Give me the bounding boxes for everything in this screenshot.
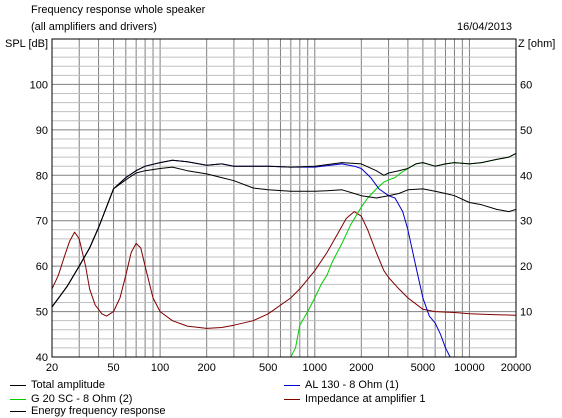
x-tick-label: 10000	[454, 362, 485, 374]
series-layer	[52, 153, 516, 357]
x-tick-label: 20000	[501, 362, 532, 374]
x-tick-label: 2000	[349, 362, 373, 374]
legend-label: G 20 SC - 8 Ohm (2)	[31, 393, 133, 405]
chart-date: 16/04/2013	[457, 21, 513, 33]
chart-subtitle: (all amplifiers and drivers)	[31, 21, 157, 33]
y-tick-label-left: 50	[36, 307, 48, 319]
legend-swatch	[10, 399, 26, 400]
x-tick-label: 500	[259, 362, 277, 374]
y-tick-label-right: 30	[520, 216, 532, 228]
y-tick-label-left: 80	[36, 170, 48, 182]
y-tick-label-right: 10	[520, 307, 532, 319]
x-tick-label: 100	[151, 362, 169, 374]
series-line-energy-frequency-response	[52, 166, 516, 308]
x-tick-label: 50	[107, 362, 119, 374]
chart-title: Frequency response whole speaker	[31, 4, 206, 16]
y-tick-label-left: 90	[36, 125, 48, 137]
y-tick-label-right: 40	[520, 170, 532, 182]
y-tick-label-left: 70	[36, 216, 48, 228]
series-line-impedance-at-amplifier-1	[52, 211, 516, 329]
legend-label: Energy frequency response	[31, 405, 166, 417]
legend-swatch	[284, 385, 300, 386]
y-tick-label-left: 100	[30, 79, 48, 91]
y-tick-label-right: 50	[520, 125, 532, 137]
y-axis-label-left: SPL [dB]	[5, 38, 48, 50]
legend-label: Total amplitude	[31, 379, 105, 391]
y-tick-label-right: 20	[520, 261, 532, 273]
legend-label: AL 130 - 8 Ohm (1)	[305, 379, 399, 391]
x-tick-label: 20	[46, 362, 58, 374]
series-line-total-amplitude	[52, 153, 516, 308]
legend-swatch	[10, 411, 26, 412]
legend-label: Impedance at amplifier 1	[305, 393, 426, 405]
x-tick-label: 200	[197, 362, 215, 374]
y-tick-label-right: 60	[520, 79, 532, 91]
legend-swatch	[10, 385, 26, 386]
y-tick-label-left: 60	[36, 261, 48, 273]
y-tick-label-left: 40	[36, 352, 48, 364]
grid	[52, 39, 516, 357]
y-axis-label-right: Z [ohm]	[518, 38, 555, 50]
tick-labels: 20 50 100 200 500 1000 2000 5000 10000 20000 40 50 6…	[30, 79, 533, 374]
legend-swatch	[284, 399, 300, 400]
plot-frame	[51, 38, 517, 358]
x-tick-label: 1000	[303, 362, 327, 374]
x-tick-label: 5000	[411, 362, 435, 374]
